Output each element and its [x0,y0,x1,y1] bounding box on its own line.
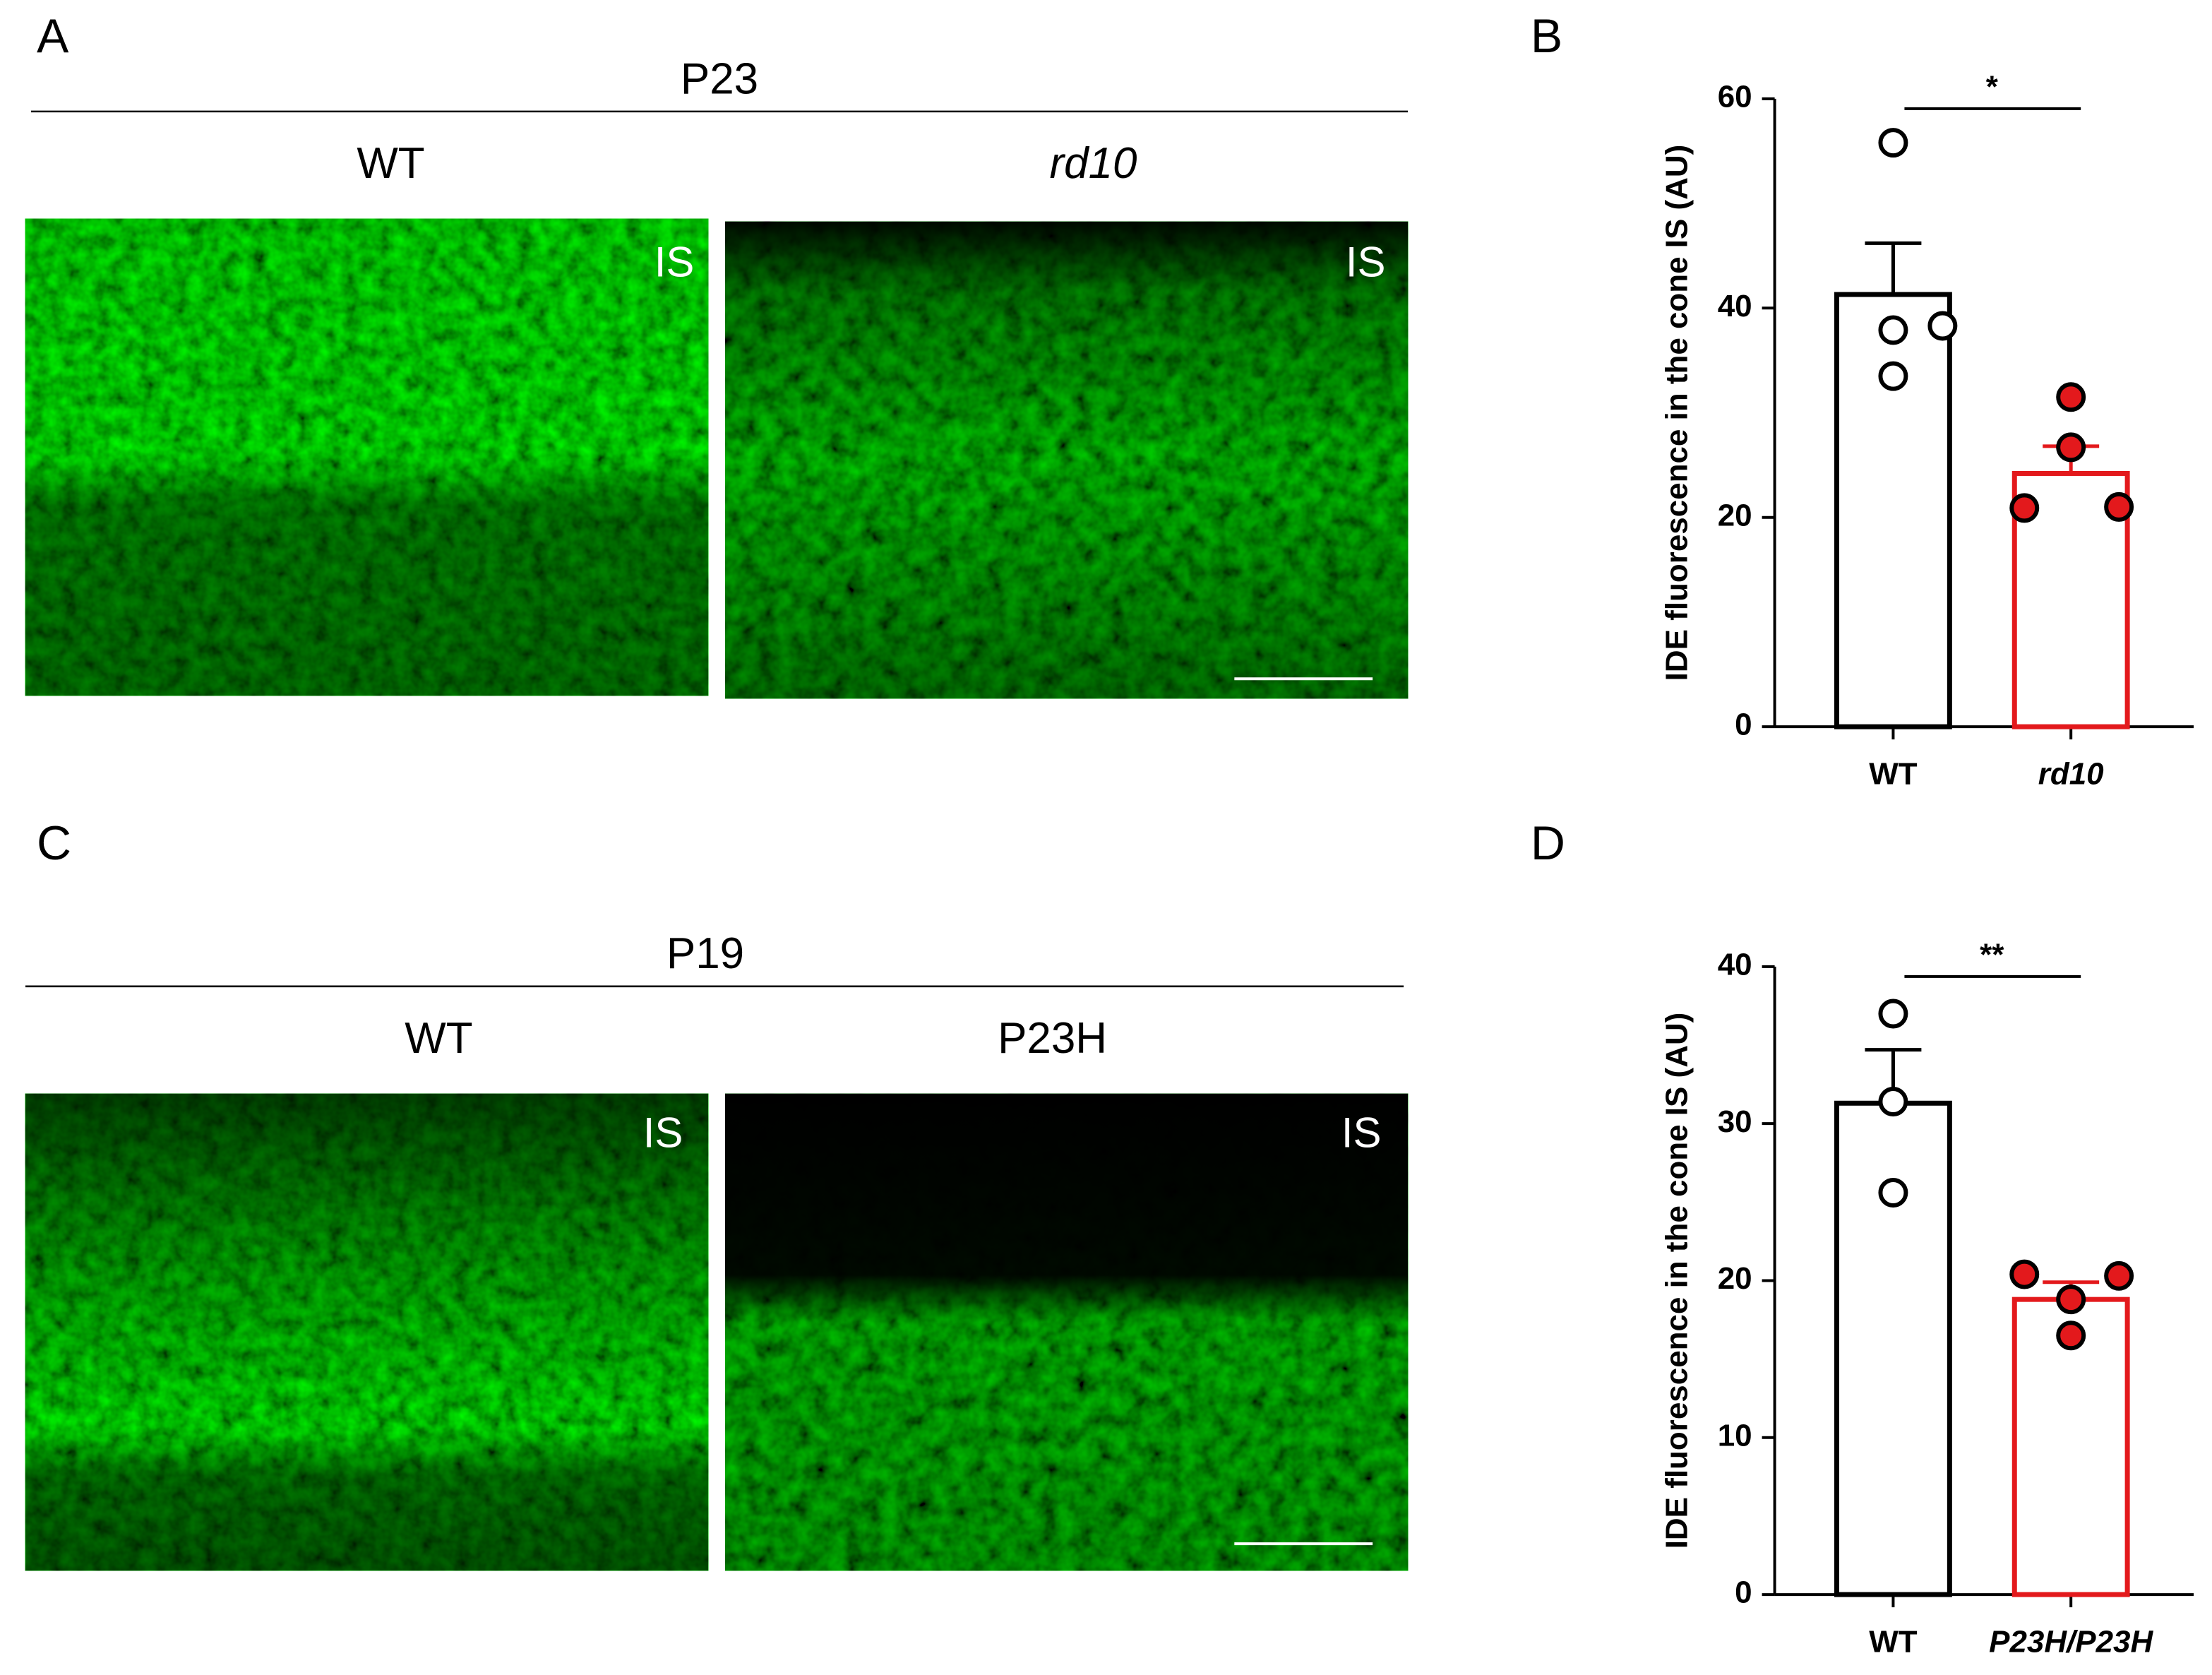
y-tick-label: 0 [1735,708,1752,742]
data-point [1878,999,1908,1029]
data-point [2009,493,2040,523]
group-label: rd10 [1050,139,1137,188]
data-point [1878,128,1908,158]
panel-letter: A [37,10,69,63]
data-point [1878,361,1908,391]
y-tick-label: 60 [1718,79,1752,114]
data-point [2056,1321,2086,1351]
data-point [2104,1260,2134,1291]
micrograph [725,221,1409,699]
y-tick-label: 20 [1718,1261,1752,1296]
data-point [2056,432,2086,463]
y-tick-label: 20 [1718,498,1752,532]
y-tick-label: 30 [1718,1104,1752,1139]
bar [1834,1100,1952,1597]
data-point [2104,491,2134,522]
data-point [2056,382,2086,412]
group-label: WT [405,1014,472,1063]
y-tick-label: 40 [1718,947,1752,982]
x-tick-label: P23H/P23H [1989,1625,2153,1659]
x-tick-label: WT [1869,1625,1917,1659]
region-label: IS [643,1109,683,1156]
y-axis-label: IDE fluorescence in the cone IS (AU) [1659,1013,1694,1549]
region-label: IS [1346,239,1386,286]
stage-label: P23 [681,54,758,103]
group-label: P23H [998,1014,1107,1063]
micrograph [25,1093,709,1571]
data-point [1878,1087,1908,1117]
data-point [2009,1259,2040,1289]
y-tick-label: 40 [1718,289,1752,323]
region-label: IS [654,239,695,286]
y-tick-label: 0 [1735,1575,1752,1610]
significance-label: ** [1980,937,2004,972]
bar [1834,292,1952,729]
data-point [1927,311,1958,341]
y-axis-label: IDE fluorescence in the cone IS (AU) [1659,145,1694,681]
panel-letter: D [1531,817,1565,870]
x-tick-label: rd10 [2038,757,2104,792]
data-point [2056,1284,2086,1315]
region-label: IS [1341,1109,1382,1156]
y-tick-label: 10 [1718,1418,1752,1453]
group-label: WT [357,139,424,188]
panel-letter: C [37,817,71,870]
significance-label: * [1986,70,1999,105]
panel-letter: B [1531,10,1562,63]
stage-label: P19 [666,929,744,978]
data-point [1878,1177,1908,1208]
micrograph [25,218,709,696]
x-tick-label: WT [1869,757,1917,792]
micrograph [725,1093,1409,1571]
data-point [1878,315,1908,345]
